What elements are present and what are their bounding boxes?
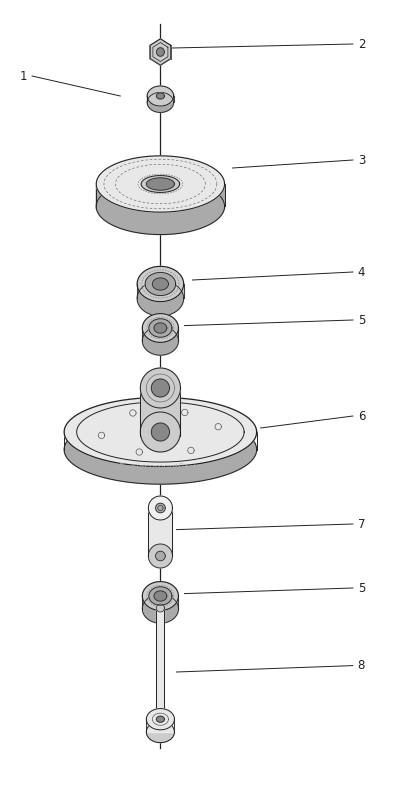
Polygon shape — [140, 368, 180, 408]
Polygon shape — [147, 86, 174, 106]
Text: 7: 7 — [358, 518, 365, 530]
Text: 5: 5 — [358, 582, 365, 594]
Polygon shape — [141, 175, 180, 193]
Polygon shape — [156, 503, 165, 513]
Text: 6: 6 — [358, 410, 365, 422]
Polygon shape — [146, 178, 174, 190]
Polygon shape — [149, 586, 172, 606]
Polygon shape — [152, 379, 170, 397]
Polygon shape — [140, 388, 180, 436]
Polygon shape — [145, 273, 176, 295]
Polygon shape — [137, 284, 184, 298]
Polygon shape — [154, 591, 167, 601]
Polygon shape — [142, 314, 178, 342]
Polygon shape — [96, 185, 141, 210]
Polygon shape — [146, 709, 174, 730]
Polygon shape — [156, 608, 164, 719]
Text: eReplacementParts.com: eReplacementParts.com — [113, 463, 223, 473]
Text: 1: 1 — [20, 70, 27, 82]
Polygon shape — [149, 318, 172, 338]
Polygon shape — [140, 412, 180, 452]
Polygon shape — [64, 398, 257, 466]
Polygon shape — [147, 94, 174, 102]
Polygon shape — [142, 596, 178, 609]
Polygon shape — [148, 496, 172, 520]
Polygon shape — [156, 604, 164, 612]
Text: 5: 5 — [358, 314, 365, 326]
Polygon shape — [148, 508, 172, 556]
Text: 3: 3 — [358, 154, 365, 166]
Polygon shape — [146, 719, 174, 732]
Polygon shape — [152, 423, 170, 441]
Text: 2: 2 — [358, 38, 365, 50]
Polygon shape — [156, 716, 164, 722]
Polygon shape — [152, 278, 168, 290]
Polygon shape — [146, 722, 174, 742]
Polygon shape — [156, 48, 164, 56]
Polygon shape — [150, 38, 171, 65]
Polygon shape — [142, 594, 178, 623]
Polygon shape — [142, 582, 178, 610]
Polygon shape — [96, 178, 225, 234]
Polygon shape — [137, 266, 184, 302]
Polygon shape — [137, 281, 184, 316]
Polygon shape — [148, 544, 172, 568]
Text: 4: 4 — [358, 266, 365, 278]
Polygon shape — [180, 185, 225, 210]
Polygon shape — [154, 323, 167, 333]
Polygon shape — [156, 551, 165, 561]
Polygon shape — [96, 156, 225, 212]
Text: 8: 8 — [358, 659, 365, 672]
Polygon shape — [156, 93, 164, 99]
Polygon shape — [142, 326, 178, 355]
Polygon shape — [142, 328, 178, 341]
Polygon shape — [64, 415, 257, 484]
Polygon shape — [147, 92, 174, 113]
